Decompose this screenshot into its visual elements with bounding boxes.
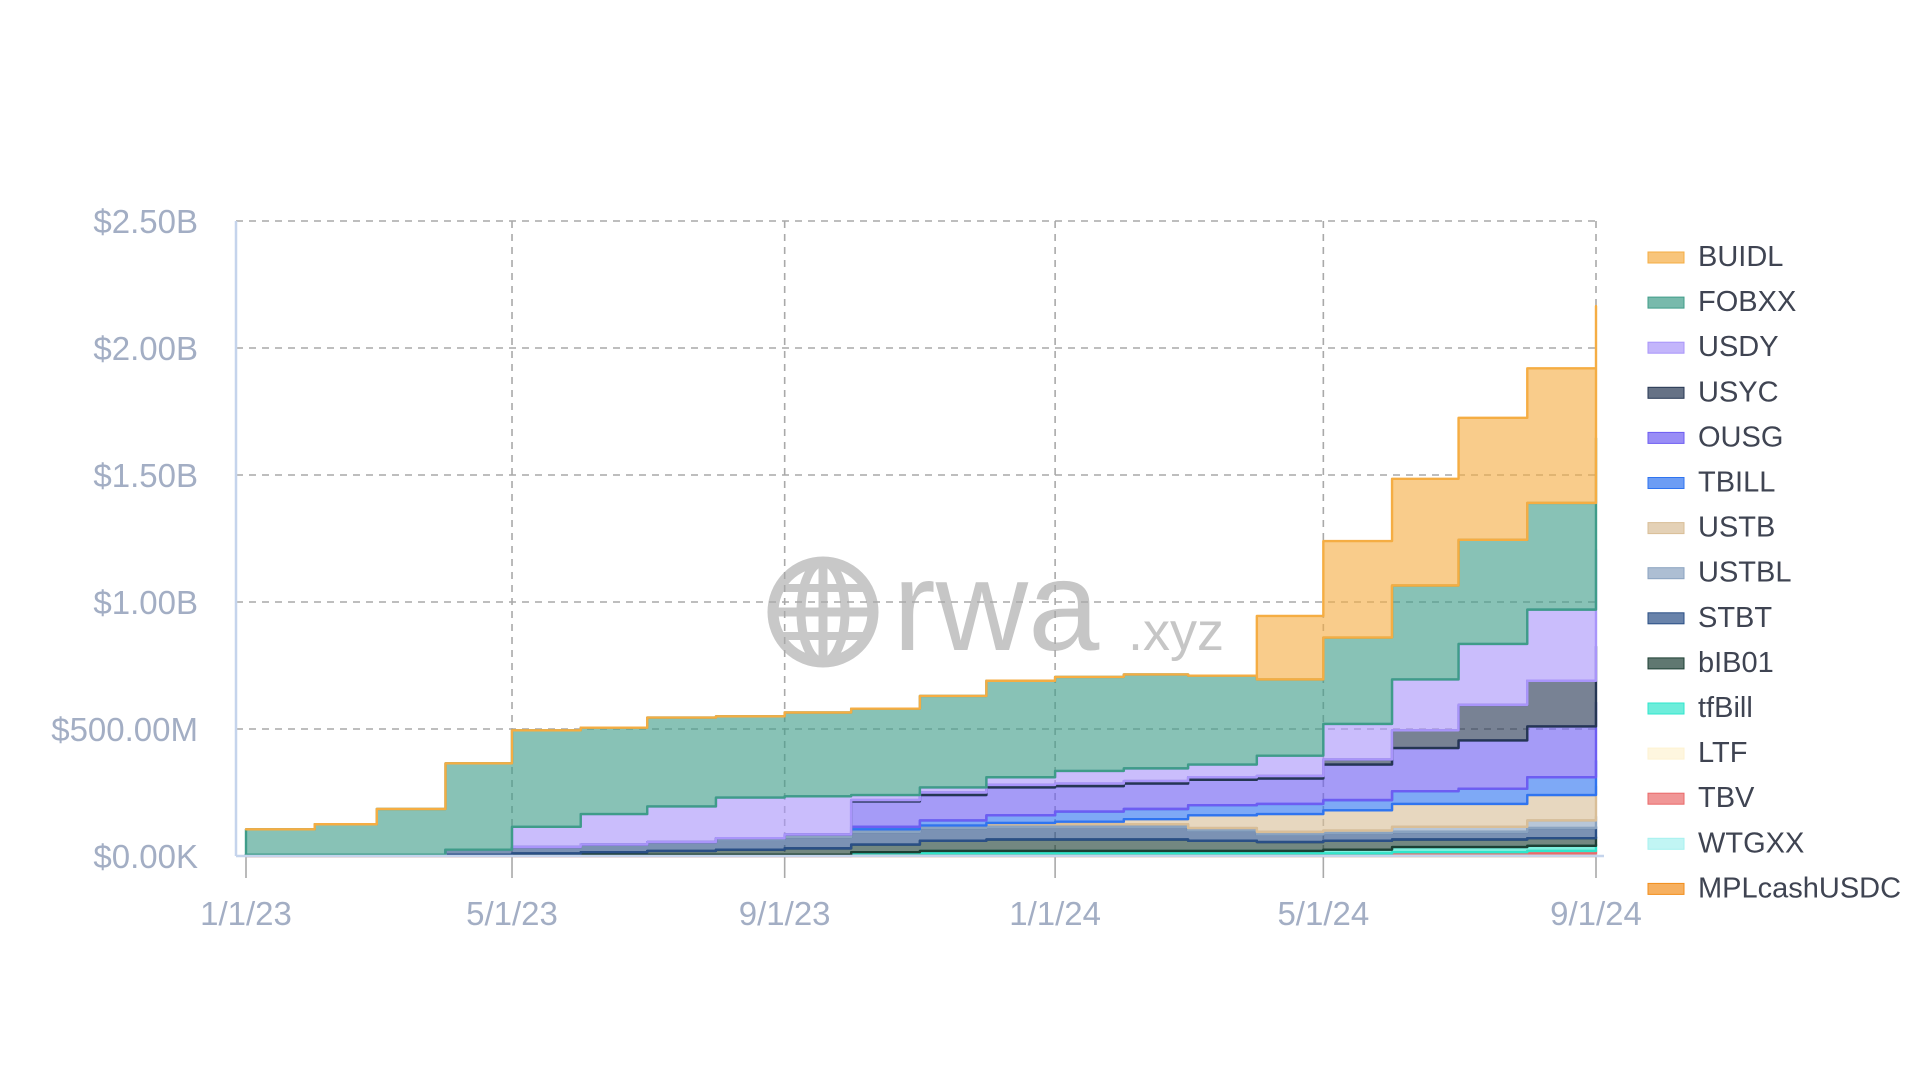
- legend-label: USTB: [1698, 512, 1775, 544]
- watermark-suffix: .xyz: [1128, 602, 1224, 662]
- legend-label: WTGXX: [1698, 827, 1804, 859]
- legend-swatch: [1647, 431, 1685, 444]
- legend-item: WTGXX: [1647, 827, 1804, 859]
- x-tick-label: 5/1/24: [1277, 895, 1369, 932]
- legend-swatch: [1647, 341, 1685, 354]
- legend-item: TBILL: [1647, 467, 1775, 499]
- axes: $0.00K $500.00M $1.00B $1.50B $2.00B $2.50B 1/…: [51, 203, 1642, 932]
- legend-swatch: [1647, 386, 1685, 399]
- legend-item: TBV: [1647, 782, 1755, 814]
- y-tick-label: $500.00M: [51, 711, 198, 748]
- legend-item: USYC: [1647, 376, 1779, 408]
- x-tick-label: 9/1/23: [739, 895, 831, 932]
- y-tick-label: $0.00K: [93, 838, 198, 875]
- legend-label: USTBL: [1698, 557, 1791, 589]
- legend-item: tfBill: [1647, 692, 1753, 724]
- legend-label: USYC: [1698, 376, 1779, 408]
- legend-swatch: [1647, 567, 1685, 580]
- legend-swatch: [1647, 882, 1685, 895]
- legend-item: FOBXX: [1647, 286, 1796, 318]
- watermark-brand: rwa: [893, 535, 1100, 678]
- x-tick-label: 9/1/24: [1550, 895, 1642, 932]
- legend-swatch: [1647, 477, 1685, 489]
- legend-item: MPLcashUSDC: [1647, 872, 1901, 904]
- legend-swatch: [1647, 792, 1685, 805]
- legend-label: OUSG: [1698, 421, 1783, 453]
- y-tick-label: $2.50B: [93, 203, 198, 240]
- legend-item: bIB01: [1647, 647, 1774, 679]
- area-BUIDL: [244, 304, 1598, 831]
- watermark: rwa .xyz: [767, 535, 1224, 678]
- legend-item: LTF: [1647, 737, 1747, 769]
- y-tick-label: $1.50B: [93, 457, 198, 494]
- globe-icon: [767, 556, 879, 668]
- legend-swatch: [1647, 702, 1685, 715]
- legend-item: USTB: [1647, 512, 1775, 544]
- legend: BUIDL FOBXX USDY USYC OUSG TBILL USTB USTBL STBT…: [1647, 241, 1901, 904]
- legend-item: BUIDL: [1647, 241, 1783, 273]
- legend-swatch: [1647, 747, 1685, 760]
- y-tick-label: $2.00B: [93, 330, 198, 367]
- x-tick-label: 5/1/23: [466, 895, 558, 932]
- legend-swatch: [1647, 837, 1685, 850]
- legend-swatch: [1647, 522, 1685, 535]
- legend-item: USTBL: [1647, 557, 1791, 589]
- x-tick-label: 1/1/23: [200, 895, 292, 932]
- legend-label: USDY: [1698, 331, 1779, 363]
- legend-swatch: [1647, 612, 1685, 625]
- legend-label: TBV: [1698, 782, 1755, 814]
- legend-item: STBT: [1647, 602, 1772, 634]
- legend-item: USDY: [1647, 331, 1779, 363]
- legend-swatch: [1647, 296, 1685, 309]
- legend-label: FOBXX: [1698, 286, 1796, 318]
- legend-label: tfBill: [1698, 692, 1753, 724]
- legend-label: MPLcashUSDC: [1698, 872, 1901, 904]
- y-tick-label: $1.00B: [93, 584, 198, 621]
- x-tick-label: 1/1/24: [1009, 895, 1101, 932]
- legend-item: OUSG: [1647, 421, 1783, 453]
- legend-label: LTF: [1698, 737, 1747, 769]
- legend-swatch: [1647, 251, 1685, 264]
- legend-label: bIB01: [1698, 647, 1774, 679]
- legend-swatch: [1647, 657, 1685, 670]
- legend-label: TBILL: [1698, 467, 1775, 499]
- legend-label: STBT: [1698, 602, 1772, 634]
- legend-label: BUIDL: [1698, 241, 1783, 273]
